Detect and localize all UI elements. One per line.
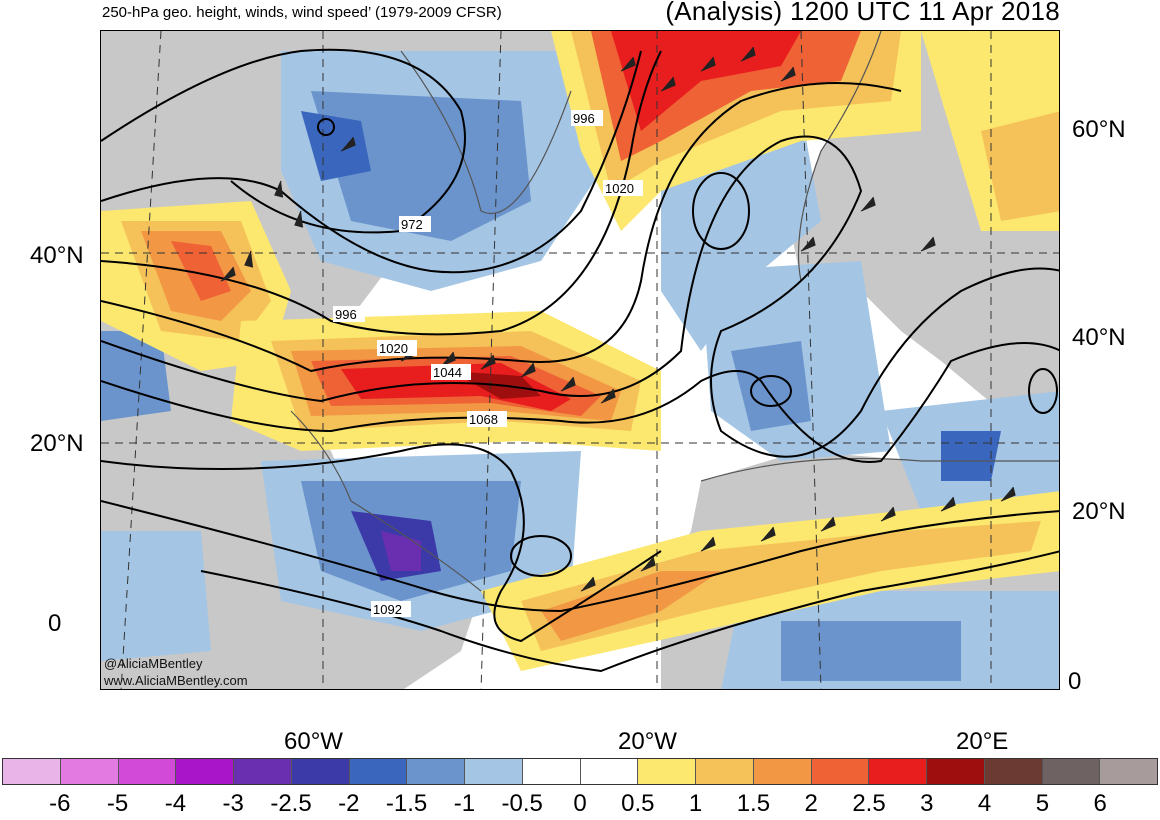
colorbar-tick-label: -2 bbox=[338, 790, 360, 817]
colorbar-swatch bbox=[176, 759, 234, 784]
lat-label-left: 0 bbox=[48, 610, 62, 637]
colorbar-tick-label: -2.5 bbox=[270, 790, 312, 817]
colorbar-tick-label: -4 bbox=[164, 790, 187, 817]
lat-label-right: 20°N bbox=[1072, 498, 1126, 525]
contour-label: 996 bbox=[573, 111, 595, 126]
colorbar-tick-label: 2 bbox=[804, 790, 818, 817]
colorbar-swatch bbox=[811, 759, 870, 784]
colorbar-swatch bbox=[291, 759, 350, 784]
contour-label: 1068 bbox=[469, 412, 498, 427]
colorbar-swatch bbox=[927, 759, 985, 784]
colorbar-swatch bbox=[60, 759, 119, 784]
colorbar-swatch bbox=[580, 759, 639, 784]
contour-label: 972 bbox=[401, 217, 423, 232]
colorbar-ticks: -6 -5 -4 -3 -2.5 -2 -1.5 -1 -0.5 0 0.5 1 1.5 2 2.5 3 4 5 6 bbox=[0, 790, 1160, 820]
lat-label-left: 40°N bbox=[30, 242, 84, 269]
colorbar-swatch bbox=[3, 759, 61, 784]
colorbar-swatch bbox=[407, 759, 465, 784]
valid-time-title: (Analysis) 1200 UTC 11 Apr 2018 bbox=[665, 0, 1060, 26]
colorbar-tick-label: 0 bbox=[573, 790, 587, 817]
colorbar-swatch bbox=[522, 759, 581, 784]
colorbar-tick-label: -1 bbox=[453, 790, 476, 817]
colorbar-tick-label: 1 bbox=[688, 790, 703, 817]
contour-label: 1044 bbox=[433, 365, 462, 380]
colorbar-tick-label: -1.5 bbox=[385, 790, 428, 817]
contour-label: 1092 bbox=[373, 602, 402, 617]
height-contours bbox=[101, 48, 1059, 673]
contour-label: 1020 bbox=[605, 181, 634, 196]
credit-website: www.AliciaMBentley.com bbox=[104, 673, 248, 688]
map-title: 250-hPa geo. height, winds, wind speed’ … bbox=[102, 4, 502, 21]
colorbar-tick-label: -5 bbox=[106, 790, 129, 817]
credit-handle: @AliciaMBentley bbox=[104, 656, 203, 671]
colorbar-swatch bbox=[349, 759, 408, 784]
contour-label: 1020 bbox=[379, 341, 408, 356]
lon-label: 60°W bbox=[284, 728, 343, 755]
colorbar-swatch bbox=[234, 759, 292, 784]
coastlines bbox=[290, 31, 1059, 592]
colorbar-swatch bbox=[696, 759, 754, 784]
colorbar-tick-label: 6 bbox=[1093, 790, 1107, 817]
lon-label: 20°E bbox=[956, 728, 1009, 755]
colorbar-tick-label: 5 bbox=[1035, 790, 1050, 817]
colorbar bbox=[2, 758, 1158, 785]
positive-anomaly-shading bbox=[101, 31, 1059, 671]
colorbar-swatch bbox=[638, 759, 696, 784]
colorbar-tick-label: 2.5 bbox=[852, 790, 886, 817]
contour-labels: 996 1020 972 996 1020 1044 1068 1092 bbox=[333, 110, 643, 617]
colorbar-swatch bbox=[869, 759, 927, 784]
colorbar-swatch bbox=[465, 759, 523, 784]
colorbar-swatch bbox=[753, 759, 812, 784]
colorbar-swatch bbox=[118, 759, 177, 784]
map-panel: 996 1020 972 996 1020 1044 1068 1092 bbox=[100, 30, 1060, 690]
colorbar-tick-label: -0.5 bbox=[501, 790, 543, 817]
colorbar-tick-label: 3 bbox=[920, 790, 934, 817]
lat-label-right: 40°N bbox=[1072, 324, 1126, 351]
colorbar-swatch bbox=[984, 759, 1043, 784]
colorbar-swatch bbox=[1100, 759, 1157, 784]
graticule bbox=[101, 31, 1059, 689]
colorbar-tick-label: 1.5 bbox=[736, 790, 771, 817]
colorbar-tick-label: -6 bbox=[49, 790, 71, 817]
colorbar-tick-label: -3 bbox=[222, 790, 244, 817]
lat-label-right: 0 bbox=[1068, 668, 1082, 695]
lon-label: 20°W bbox=[618, 728, 677, 755]
colorbar-swatch bbox=[1042, 759, 1101, 784]
colorbar-tick-label: 4 bbox=[977, 790, 992, 817]
map-canvas: 996 1020 972 996 1020 1044 1068 1092 bbox=[101, 31, 1059, 689]
colorbar-tick-label: 0.5 bbox=[621, 790, 655, 817]
lat-label-left: 20°N bbox=[30, 430, 84, 457]
lat-label-right: 60°N bbox=[1072, 116, 1126, 143]
contour-label: 996 bbox=[335, 307, 357, 322]
